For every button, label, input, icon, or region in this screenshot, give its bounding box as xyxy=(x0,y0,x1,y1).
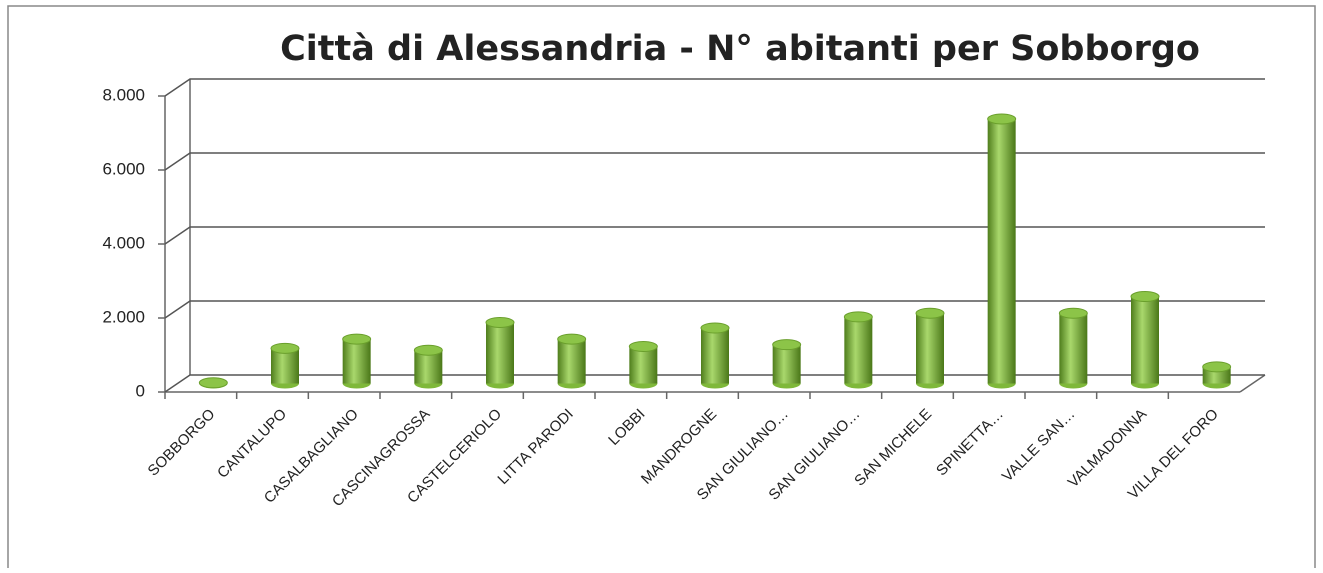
bar xyxy=(414,350,443,384)
bar xyxy=(844,316,873,384)
y-tick-label: 6.000 xyxy=(102,159,145,178)
bar-cap xyxy=(485,316,515,328)
y-tick-label: 2.000 xyxy=(102,307,145,326)
bar-cap xyxy=(772,339,802,351)
bar xyxy=(1059,313,1088,384)
bar xyxy=(772,344,801,384)
chart-border xyxy=(7,5,1316,573)
bar-cap xyxy=(270,342,300,354)
bar-cap xyxy=(1058,307,1088,319)
bar xyxy=(557,339,586,384)
grid-line xyxy=(164,374,1265,393)
x-tick-label: SOBBORGO xyxy=(145,406,219,480)
y-tick-label: 8.000 xyxy=(102,85,145,104)
bar-cap xyxy=(1202,361,1232,373)
bar-cap xyxy=(987,113,1017,125)
bar-cap xyxy=(843,311,873,323)
bar-cap xyxy=(342,333,372,345)
bar xyxy=(701,328,729,384)
bar xyxy=(1131,296,1159,384)
bar xyxy=(987,118,1016,384)
x-tick-label: CANTALUPO xyxy=(214,406,290,482)
bar xyxy=(271,348,299,384)
bar-cap xyxy=(557,333,587,345)
x-tick-label: VALLE SAN… xyxy=(999,406,1079,486)
bar-cap xyxy=(628,341,658,352)
y-tick-label: 0 xyxy=(136,381,145,400)
floor-right xyxy=(1239,374,1266,393)
grid-line xyxy=(164,226,1265,245)
grid-line xyxy=(164,152,1265,171)
bar-cap xyxy=(198,377,228,389)
bar-cap xyxy=(1130,291,1160,303)
x-tick-label: MANDROGNE xyxy=(638,406,720,488)
x-tick-label: SAN MICHELE xyxy=(851,406,935,490)
bar-cap xyxy=(413,344,443,356)
x-tick-label: LITTA PARODI xyxy=(494,406,576,488)
bar xyxy=(486,322,514,384)
x-tick-label: SPINETTA… xyxy=(933,406,1007,480)
grid-line xyxy=(164,78,1265,97)
grid-line xyxy=(164,300,1265,319)
bar xyxy=(342,339,371,384)
chart-title: Città di Alessandria - N° abitanti per S… xyxy=(280,29,1200,69)
bar xyxy=(916,313,944,384)
bar xyxy=(629,346,658,384)
y-tick-label: 4.000 xyxy=(102,233,145,252)
x-tick-label: LOBBI xyxy=(605,406,648,449)
bar-cap xyxy=(700,322,730,334)
bar-cap xyxy=(915,307,945,319)
